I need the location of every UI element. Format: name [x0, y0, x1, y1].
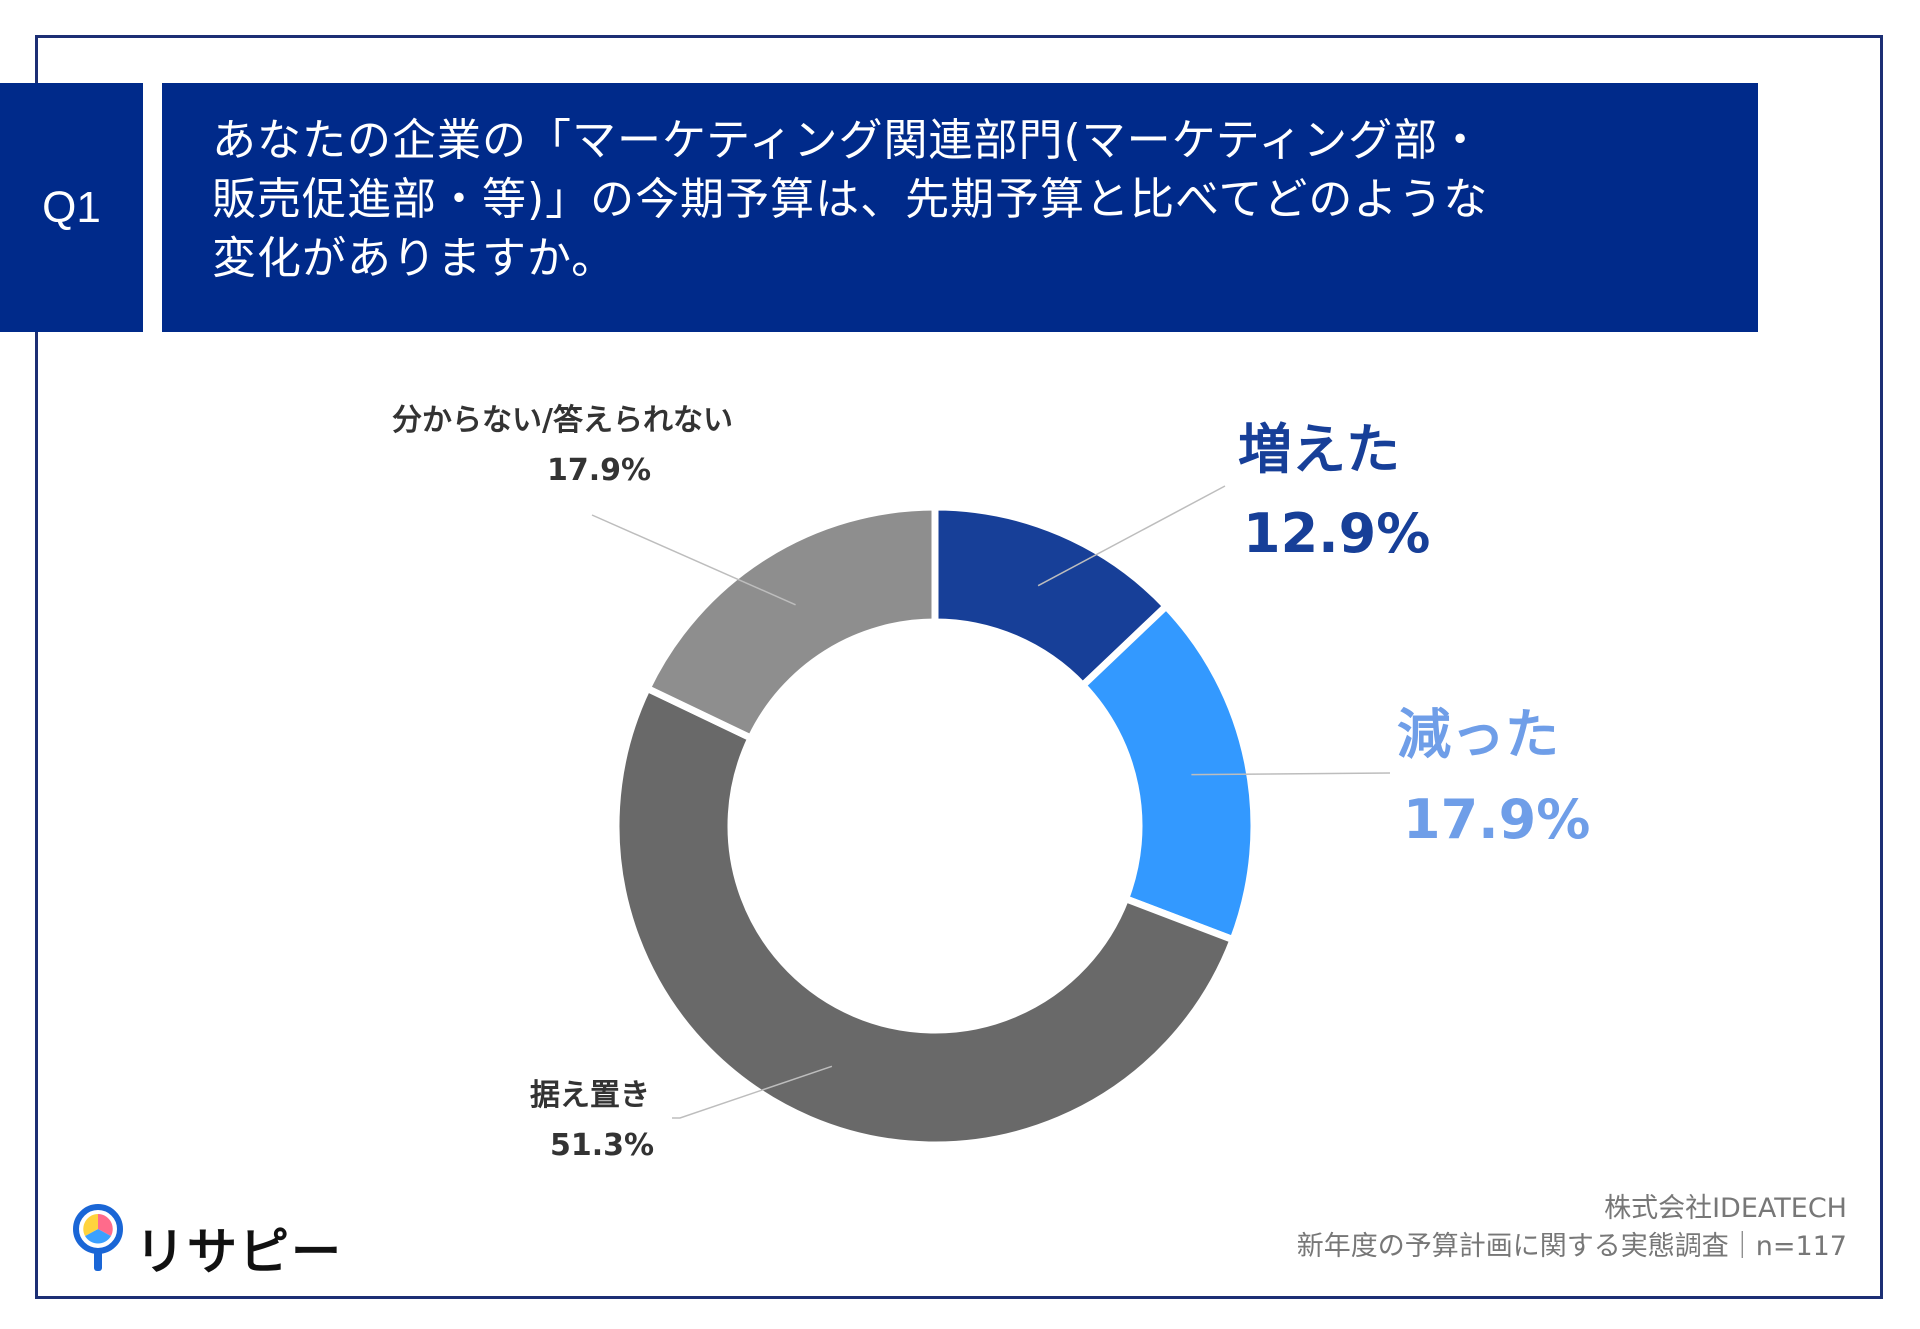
donut-slices — [612, 503, 1258, 1149]
slice-label-unknown: 分からない/答えられない — [392, 403, 733, 438]
donut-slice-unchanged — [612, 683, 1238, 1149]
question-box: あなたの企業の「マーケティング関連部門(マーケティング部・ 販売促進部・等)」の… — [162, 83, 1758, 332]
slice-label-decreased: 減った — [1397, 703, 1559, 766]
slice-value-unchanged: 51.3% — [550, 1128, 655, 1163]
question-line-3: 変化がありますか。 — [212, 233, 617, 284]
donut-slice-decreased — [1077, 601, 1258, 945]
slice-value-decreased: 17.9% — [1403, 788, 1591, 851]
question-line-1: あなたの企業の「マーケティング関連部門(マーケティング部・ — [212, 115, 1484, 166]
company-name: 株式会社IDEATECH — [1604, 1193, 1847, 1224]
question-badge: Q1 — [0, 83, 143, 332]
logo-text: リサピー — [135, 1223, 343, 1281]
leader-line-unchanged — [672, 1065, 833, 1119]
slice-value-increased: 12.9% — [1243, 502, 1431, 565]
leader-line-increased — [1037, 485, 1226, 587]
slice-value-unknown: 17.9% — [547, 453, 652, 488]
leader-line-decreased — [1191, 772, 1391, 776]
donut-slice-unknown — [642, 503, 939, 743]
source-note: 株式会社IDEATECH 新年度の予算計画に関する実態調査｜n=117 — [1297, 1190, 1847, 1266]
leader-lines — [591, 485, 1391, 1119]
question-line-2: 販売促進部・等)」の今期予算は、先期予算と比べてどのような — [212, 174, 1489, 225]
slice-label-increased: 増えた — [1238, 418, 1400, 481]
survey-title: 新年度の予算計画に関する実態調査｜n=117 — [1296, 1231, 1847, 1262]
pin-logo-icon — [73, 1204, 123, 1271]
leader-line-unknown — [591, 514, 796, 606]
slice-label-unchanged: 据え置き — [530, 1078, 650, 1113]
chart-frame — [35, 35, 1883, 1299]
